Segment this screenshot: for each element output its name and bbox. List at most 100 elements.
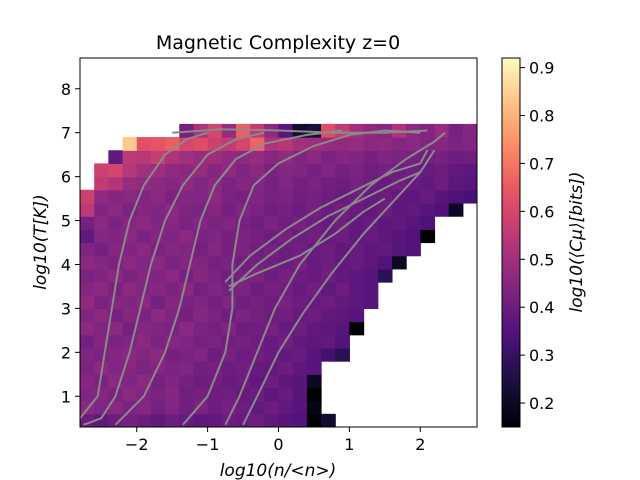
heatmap-cell [363, 229, 379, 244]
heatmap-cell [292, 176, 308, 191]
heatmap-cell [250, 163, 265, 178]
heatmap-cell [193, 255, 209, 270]
heatmap-cell [108, 400, 124, 415]
heatmap-cell [292, 216, 308, 230]
heatmap-cell [193, 202, 209, 217]
heatmap-cell [80, 268, 95, 283]
heatmap-cell [207, 308, 223, 323]
heatmap-cell [292, 229, 308, 244]
heatmap-cell [193, 137, 209, 151]
heatmap-cell [235, 242, 251, 257]
heatmap-cell [448, 137, 464, 151]
heatmap-cell [306, 387, 322, 402]
heatmap-cell [321, 321, 336, 336]
heatmap-cell [94, 400, 109, 415]
heatmap-cell [235, 400, 251, 415]
heatmap-cell [221, 308, 237, 323]
heatmap-cell [165, 361, 180, 375]
heatmap-cell [207, 400, 223, 415]
heatmap-cell [462, 176, 477, 191]
colorbar-tick-label: 0.9 [529, 59, 554, 78]
heatmap-cell [235, 176, 251, 191]
heatmap-cell [235, 282, 251, 296]
y-tick-label: 8 [61, 80, 71, 99]
heatmap-cell [108, 202, 124, 217]
heatmap-cell [235, 268, 251, 283]
heatmap-cell [264, 413, 280, 427]
heatmap-cell [108, 334, 124, 349]
heatmap-cell [193, 268, 209, 283]
heatmap-cell [278, 347, 294, 362]
colorbar-tick-label: 0.4 [529, 298, 554, 317]
heatmap-cell [108, 150, 124, 165]
heatmap-cell [221, 374, 237, 389]
heatmap-cell [278, 295, 294, 309]
heatmap-cell [165, 216, 180, 230]
heatmap-cell [207, 216, 223, 230]
heatmap-cell [292, 137, 308, 151]
x-tick-label: −2 [125, 435, 149, 454]
heatmap-cell [391, 229, 407, 244]
heatmap-cell [477, 124, 492, 138]
heatmap-cell [321, 189, 336, 204]
heatmap-cell [179, 347, 195, 362]
heatmap-cell [179, 321, 195, 336]
heatmap-cell [94, 176, 109, 191]
heatmap-cell [377, 268, 393, 283]
heatmap-cell [391, 150, 407, 165]
heatmap-cell [136, 216, 152, 230]
heatmap-cell [321, 150, 336, 165]
colorbar [501, 57, 521, 428]
contour-line [224, 131, 446, 426]
heatmap-cell [122, 400, 138, 415]
heatmap-cell [264, 268, 280, 283]
heatmap-cell [235, 321, 251, 336]
heatmap-cell [264, 216, 280, 230]
heatmap-cell [477, 177, 492, 191]
heatmap-cell [122, 189, 138, 204]
heatmap-cell [108, 295, 124, 309]
heatmap-cell [264, 176, 280, 191]
heatmap-cell [321, 216, 336, 230]
heatmap-cell [292, 387, 308, 402]
heatmap-cell [150, 321, 166, 336]
heatmap-cell [377, 216, 393, 230]
heatmap-cell [221, 202, 237, 217]
heatmap-cell [335, 176, 350, 191]
heatmap-cell [94, 413, 109, 427]
heatmap-cell [179, 150, 195, 165]
colorbar-tick-label: 0.5 [529, 250, 554, 269]
colorbar-tick-label: 0.2 [529, 394, 554, 413]
heatmap-cell [80, 282, 95, 296]
heatmap-cell [250, 150, 265, 165]
heatmap-cell [321, 282, 336, 296]
y-tick-label: 6 [61, 168, 71, 187]
heatmap-cell [278, 163, 294, 178]
heatmap-cell [108, 176, 124, 191]
heatmap-cell [80, 361, 95, 375]
colorbar-ticks: 0.2 0.3 0.4 0.5 0.6 0.7 0.8 0.9 [520, 59, 554, 413]
heatmap-cell [94, 202, 109, 217]
heatmap-cell [193, 334, 209, 349]
heatmap-cell [321, 163, 336, 178]
heatmap-cell [193, 176, 209, 191]
heatmap-cell [335, 308, 350, 323]
heatmap-cell [335, 137, 350, 151]
heatmap-cell [321, 176, 336, 191]
heatmap-cell [235, 229, 251, 244]
heatmap-cell [278, 413, 294, 427]
heatmap-cell [136, 202, 152, 217]
heatmap-cell [122, 268, 138, 283]
heatmap-cell [179, 202, 195, 217]
heatmap-cell [165, 229, 180, 244]
heatmap-cell [321, 413, 336, 427]
heatmap-cell [193, 189, 209, 204]
heatmap-cell [349, 137, 365, 151]
heatmap-cell [420, 123, 436, 138]
heatmap-cell [292, 202, 308, 217]
heatmap-cell [278, 216, 294, 230]
heatmap-cell [306, 268, 322, 283]
heatmap-cell [207, 347, 223, 362]
heatmap-cell [221, 387, 237, 402]
